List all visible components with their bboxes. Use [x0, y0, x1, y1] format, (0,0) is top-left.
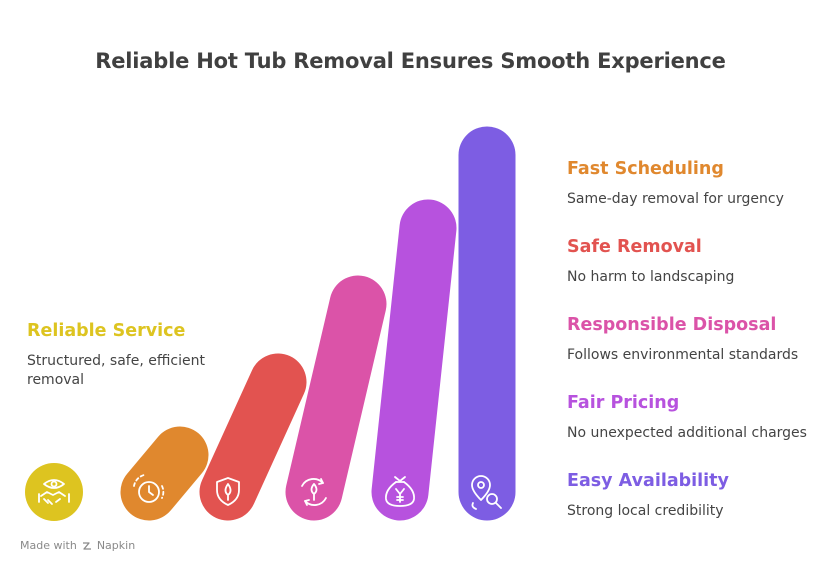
responsible-disposal-heading: Responsible Disposal — [567, 315, 777, 335]
clock-icon — [133, 474, 165, 503]
fast-scheduling-description: Same-day removal for urgency — [567, 191, 784, 207]
fast-scheduling-heading: Fast Scheduling — [567, 159, 724, 179]
easy-availability-label: Easy Availability Strong local credibili… — [567, 470, 817, 521]
responsible-disposal-label: Responsible Disposal Follows environment… — [567, 314, 817, 365]
bar-fast-scheduling — [120, 426, 209, 521]
reliable-service-heading: Reliable Service — [27, 321, 186, 341]
reliable-service-description: Structured, safe, efficient removal — [27, 353, 205, 388]
footer: Made with Napkin — [20, 539, 135, 552]
reliable-service-circle — [25, 463, 83, 521]
easy-availability-heading: Easy Availability — [567, 471, 729, 491]
safe-removal-label: Safe Removal No harm to landscaping — [567, 236, 817, 287]
fair-pricing-label: Fair Pricing No unexpected additional ch… — [567, 392, 817, 443]
safe-removal-description: No harm to landscaping — [567, 269, 735, 285]
fast-scheduling-label: Fast Scheduling Same-day removal for urg… — [567, 158, 817, 209]
bar-fair-pricing — [371, 199, 457, 521]
easy-availability-description: Strong local credibility — [567, 503, 724, 519]
handshake-icon — [38, 479, 70, 505]
responsible-disposal-description: Follows environmental standards — [567, 347, 799, 363]
footer-text: Made with — [20, 539, 77, 552]
page-title: Reliable Hot Tub Removal Ensures Smooth … — [95, 49, 726, 73]
recycle-leaf-icon — [301, 478, 327, 506]
fair-pricing-description: No unexpected additional charges — [567, 425, 807, 441]
leaf-shield-icon — [216, 477, 240, 506]
safe-removal-heading: Safe Removal — [567, 237, 702, 257]
location-search-icon — [471, 475, 502, 510]
fair-pricing-heading: Fair Pricing — [567, 393, 680, 413]
bar-responsible-disposal — [285, 275, 387, 521]
reliable-service-label: Reliable Service Structured, safe, effic… — [27, 320, 227, 390]
money-bag-icon — [385, 476, 415, 507]
bar-safe-removal — [199, 353, 307, 521]
napkin-logo-icon — [82, 541, 91, 550]
footer-brand: Napkin — [96, 539, 136, 552]
